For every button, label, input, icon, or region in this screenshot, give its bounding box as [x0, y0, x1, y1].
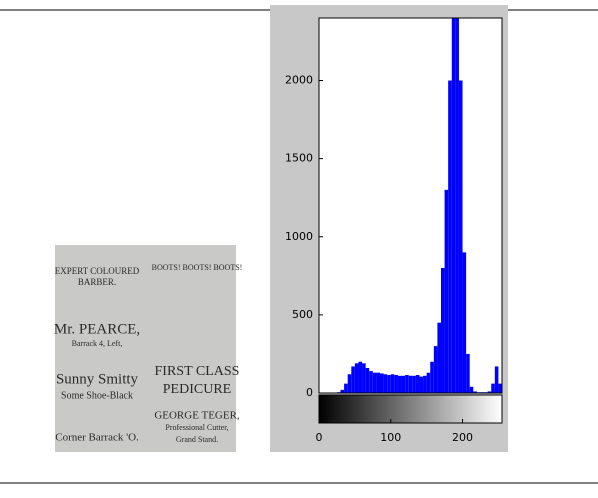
bar — [344, 384, 348, 393]
plot-area — [319, 18, 502, 393]
bar — [452, 0, 456, 393]
bar — [348, 374, 352, 393]
image-text-line: BARBER. — [78, 277, 116, 287]
bar — [466, 354, 470, 393]
bar — [470, 387, 474, 393]
bar — [437, 323, 441, 393]
bar — [448, 81, 452, 394]
bar — [355, 363, 359, 393]
bar — [394, 375, 398, 393]
y-tick-label: 500 — [292, 308, 313, 321]
bar — [384, 374, 388, 393]
bar — [351, 366, 355, 393]
image-text-line: Corner Barrack 'O. — [55, 432, 139, 444]
bar — [358, 362, 362, 393]
bar — [445, 190, 449, 393]
y-tick-label: 0 — [306, 386, 313, 399]
y-tick-label: 2000 — [285, 74, 313, 87]
image-text-line: BOOTS! BOOTS! BOOTS! — [152, 263, 243, 272]
bar — [402, 376, 406, 393]
bar — [412, 376, 416, 393]
bar — [459, 81, 463, 394]
bar — [366, 368, 370, 393]
image-text-line: GEORGE TEGER, — [154, 410, 240, 422]
bar — [419, 377, 423, 393]
bar — [362, 363, 366, 393]
image-text-line: Mr. PEARCE, — [54, 321, 140, 337]
bar — [398, 376, 402, 393]
bar — [455, 0, 459, 393]
colorbar — [319, 395, 502, 423]
image-text-line: Sunny Smitty — [56, 371, 139, 387]
bar — [423, 376, 427, 393]
bar — [391, 374, 395, 393]
bar — [463, 252, 467, 393]
bar — [434, 346, 438, 393]
image-text-line: EXPERT COLOURED — [55, 266, 140, 276]
bar — [416, 375, 420, 393]
bar — [373, 373, 377, 393]
image-text-line: Some Shoe-Black — [61, 390, 133, 401]
bar — [495, 366, 499, 393]
image-text-line: PEDICURE — [163, 382, 231, 397]
image-text-line: Grand Stand. — [176, 435, 218, 444]
image-text-line: Professional Cutter, — [165, 423, 228, 432]
bar — [409, 376, 413, 393]
y-tick-label: 1500 — [285, 152, 313, 165]
bar — [498, 384, 502, 393]
bar — [491, 384, 495, 393]
bar — [380, 373, 384, 393]
y-tick-label: 1000 — [285, 230, 313, 243]
bar — [405, 375, 409, 393]
bar — [376, 373, 380, 393]
image-text-line: Barrack 4, Left, — [72, 339, 123, 348]
x-tick-label: 200 — [452, 431, 473, 444]
x-tick-label: 0 — [316, 431, 323, 444]
bar — [369, 371, 373, 393]
image-text-line: FIRST CLASS — [155, 364, 240, 379]
bar — [387, 375, 391, 393]
bar — [441, 268, 445, 393]
x-tick-label: 100 — [380, 431, 401, 444]
bar — [430, 362, 434, 393]
bar — [427, 373, 431, 393]
